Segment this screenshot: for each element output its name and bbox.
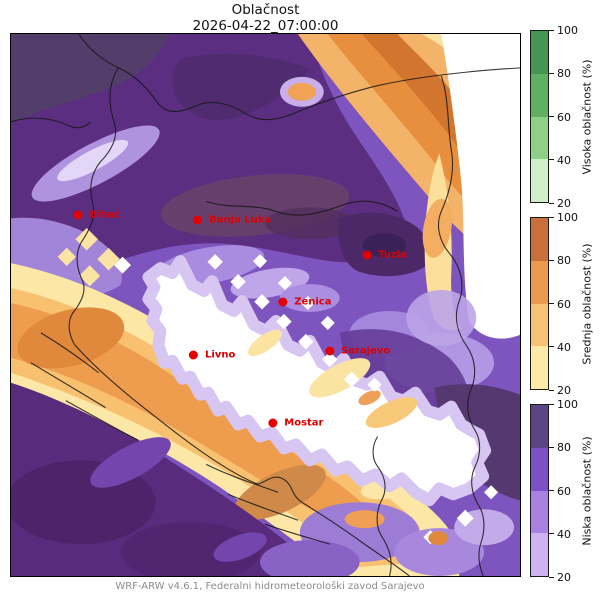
colorbar-tick-label: 40 xyxy=(557,340,571,354)
colorbar-segment xyxy=(531,303,548,347)
colorbar-tick-label: 80 xyxy=(557,67,571,81)
colorbar-tick xyxy=(549,116,554,117)
colorbar-tick-label: 60 xyxy=(557,297,571,311)
colorbar-segment xyxy=(531,490,548,534)
colorbar-tick-label: 40 xyxy=(557,527,571,541)
colorbar-tick-label: 20 xyxy=(557,197,571,210)
colorbar-tick xyxy=(549,303,554,304)
colorbar-tick xyxy=(549,29,554,31)
plot-title-block: Oblačnost 2026-04-22_07:00:00 xyxy=(10,2,521,34)
colorbar-tick-label: 80 xyxy=(557,441,571,455)
colorbar-segment xyxy=(531,533,548,576)
plot-datetime: 2026-04-22_07:00:00 xyxy=(192,17,339,34)
colorbar-segment xyxy=(531,346,548,389)
colorbar-tick-label: 100 xyxy=(557,211,578,224)
colorbar-axis-label-high-cloud: Visoka oblačnost (%) xyxy=(578,30,596,203)
cloud-cover-map: Bihać Banja Luka Tuzla Zenica Livno Sarajevo M… xyxy=(10,33,521,577)
plot-title: Oblačnost xyxy=(231,2,300,18)
colorbar-segment xyxy=(531,31,548,74)
colorbar-tick-label: 20 xyxy=(557,571,571,584)
contour-fill-layer xyxy=(11,34,520,576)
colorbar-tick xyxy=(549,533,554,535)
colorbar-tick xyxy=(549,259,554,261)
colorbar-tick-label: 100 xyxy=(557,24,578,37)
colorbar-tick xyxy=(549,216,554,218)
colorbar-axis-label-medium-cloud: Srednja oblačnost (%) xyxy=(578,217,596,390)
colorbar-tick xyxy=(549,389,554,391)
colorbar-axis-label-text: Srednja oblačnost (%) xyxy=(580,242,594,365)
colorbar-tick-label: 80 xyxy=(557,254,571,268)
colorbar-medium-cloud xyxy=(530,217,549,390)
colorbar-segment xyxy=(531,73,548,117)
colorbar-low-cloud xyxy=(530,404,549,577)
colorbar-segment xyxy=(531,159,548,202)
colorbar-segment xyxy=(531,405,548,448)
colorbar-tick xyxy=(549,576,554,578)
colorbar-tick xyxy=(549,490,554,491)
colorbar-tick xyxy=(549,202,554,204)
colorbar-segment xyxy=(531,260,548,304)
colorbar-tick xyxy=(549,403,554,405)
colorbar-segment xyxy=(531,116,548,160)
colorbar-axis-label-text: Niska oblačnost (%) xyxy=(580,435,594,546)
colorbar-high-cloud xyxy=(530,30,549,203)
border-lines-layer xyxy=(11,34,520,576)
colorbar-tick-label: 60 xyxy=(557,484,571,498)
colorbar-tick-label: 40 xyxy=(557,153,571,167)
colorbar-axis-label-text: Visoka oblačnost (%) xyxy=(580,58,594,175)
colorbar-tick xyxy=(549,72,554,74)
colorbar-tick-label: 60 xyxy=(557,110,571,124)
colorbar-tick xyxy=(549,446,554,448)
colorbar-axis-label-low-cloud: Niska oblačnost (%) xyxy=(578,404,596,577)
colorbar-segment xyxy=(531,218,548,261)
cloud-contour-svg xyxy=(11,34,520,576)
colorbar-tick-label: 100 xyxy=(557,398,578,411)
attribution-text: WRF-ARW v4.6.1, Federalni hidrometeorolo… xyxy=(115,581,425,592)
colorbar-tick xyxy=(549,346,554,348)
colorbar-tick-label: 20 xyxy=(557,384,571,397)
colorbar-segment xyxy=(531,447,548,491)
colorbar-tick xyxy=(549,159,554,161)
